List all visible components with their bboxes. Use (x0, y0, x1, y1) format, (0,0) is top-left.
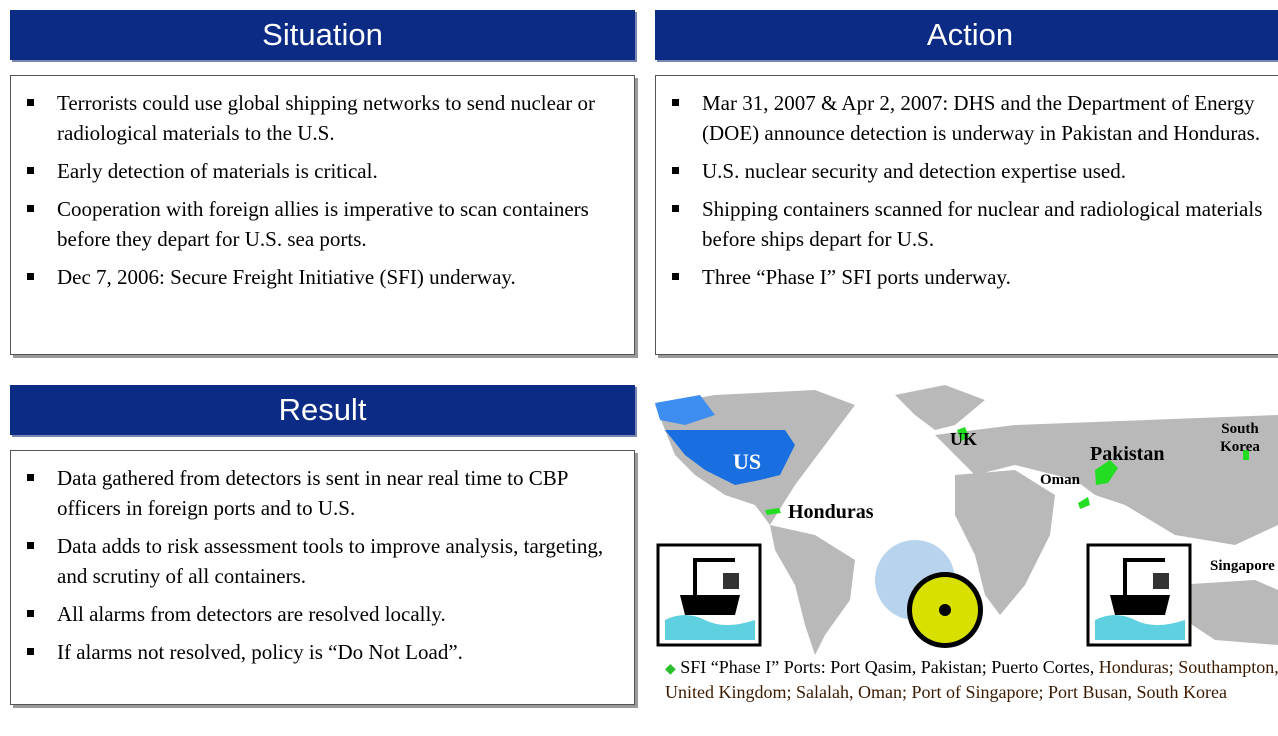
us-shape (665, 430, 795, 485)
map-graphic (655, 385, 1278, 655)
bullet-item: Cooperation with foreign allies is imper… (25, 194, 614, 254)
situation-box: Terrorists could use global shipping net… (10, 75, 635, 355)
caption-bullet: ◆ (665, 662, 676, 677)
situation-header: Situation (10, 10, 635, 60)
bullet-item: Early detection of materials is critical… (25, 156, 614, 186)
port-highlights (765, 427, 1249, 515)
hazard-icon (875, 540, 983, 648)
bullet-item: Data gathered from detectors is sent in … (25, 463, 614, 523)
port-icon-right (1086, 543, 1192, 647)
bullet-item: Data adds to risk assessment tools to im… (25, 531, 614, 591)
action-box: Mar 31, 2007 & Apr 2, 2007: DHS and the … (655, 75, 1278, 355)
action-list: Mar 31, 2007 & Apr 2, 2007: DHS and the … (670, 88, 1264, 292)
bullet-item: Shipping containers scanned for nuclear … (670, 194, 1264, 254)
action-header: Action (655, 10, 1278, 60)
world-map: UK US Pakistan South Korea Oman Honduras… (655, 385, 1278, 655)
caption-lead: SFI “Phase I” Ports: Port Qasim, Pakista… (680, 657, 1095, 677)
result-box: Data gathered from detectors is sent in … (10, 450, 635, 705)
bullet-item: Mar 31, 2007 & Apr 2, 2007: DHS and the … (670, 88, 1264, 148)
situation-list: Terrorists could use global shipping net… (25, 88, 614, 292)
bullet-item: Three “Phase I” SFI ports underway. (670, 262, 1264, 292)
result-list: Data gathered from detectors is sent in … (25, 463, 614, 667)
caption: ◆ SFI “Phase I” Ports: Port Qasim, Pakis… (665, 656, 1278, 703)
map-label: Oman (1040, 472, 1081, 488)
bullet-item: If alarms not resolved, policy is “Do No… (25, 637, 614, 667)
result-header: Result (10, 385, 635, 435)
map-label: UK (950, 429, 977, 449)
map-label: South Korea (1220, 421, 1260, 455)
map-label: Honduras (788, 501, 874, 523)
bullet-item: Terrorists could use global shipping net… (25, 88, 614, 148)
map-label: Singapore (1210, 558, 1275, 574)
alaska-shape (655, 395, 715, 425)
port-icon-left (656, 543, 762, 647)
caption-rest: Honduras; Southampton, United Kingdom; S… (665, 657, 1278, 702)
bullet-item: All alarms from detectors are resolved l… (25, 599, 614, 629)
map-label: US (733, 449, 762, 474)
bullet-item: Dec 7, 2006: Secure Freight Initiative (… (25, 262, 614, 292)
map-label: Pakistan (1090, 443, 1165, 465)
bullet-item: U.S. nuclear security and detection expe… (670, 156, 1264, 186)
